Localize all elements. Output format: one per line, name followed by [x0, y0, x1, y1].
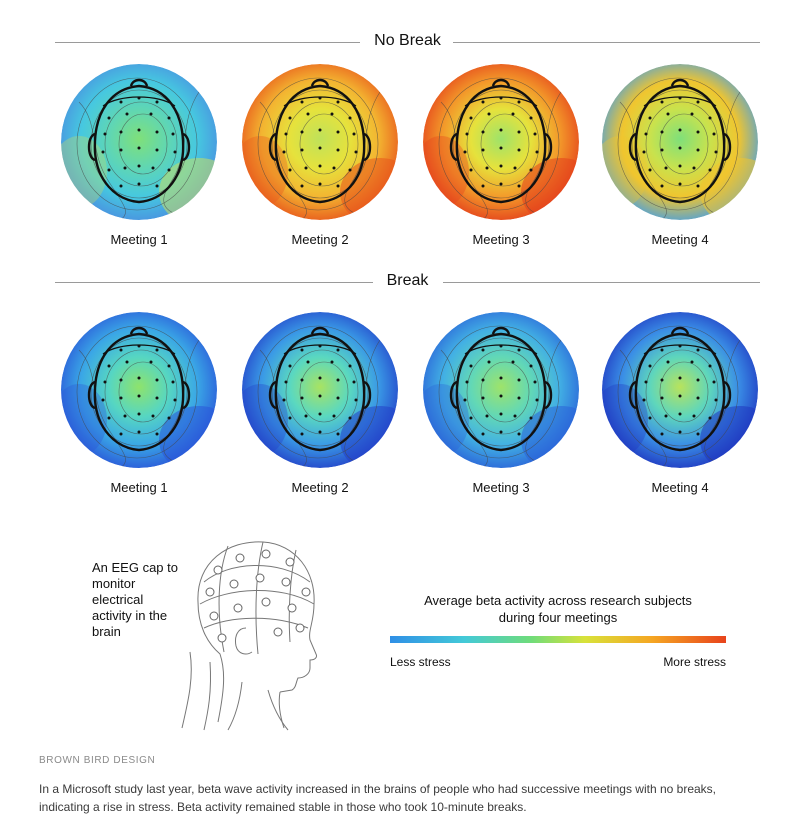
divider-left — [55, 282, 373, 283]
article-caption: In a Microsoft study last year, beta wav… — [39, 782, 717, 814]
section-title-no-break: No Break — [55, 32, 760, 52]
eeg-cap-illustration — [168, 532, 328, 737]
map-caption: Meeting 2 — [291, 480, 349, 495]
brain-heatmap-icon — [242, 312, 398, 468]
eeg-head-icon — [181, 541, 317, 731]
map-caption: Meeting 3 — [472, 232, 530, 247]
brain-heatmap-icon — [61, 64, 217, 220]
map-caption: Meeting 2 — [291, 232, 349, 247]
brain-heatmap-icon — [423, 64, 579, 220]
legend-title-line: during four meetings — [498, 610, 618, 625]
break-maps: Meeting 1 Meeting 2 Meeting 3 Meeting 4 — [0, 310, 811, 520]
eeg-caption: An EEG cap to monitor electrical activit… — [92, 560, 178, 639]
no-break-maps: Meeting 1 Meeting 2 Meeting 3 Meeting 4 — [0, 62, 811, 272]
brain-map: Meeting 1 — [59, 62, 219, 247]
section-label: No Break — [362, 32, 453, 49]
brain-heatmap-icon — [423, 312, 579, 468]
brain-map: Meeting 3 — [421, 310, 581, 495]
section-label: Break — [374, 272, 441, 289]
legend-color-scale — [390, 636, 726, 643]
map-caption: Meeting 4 — [651, 480, 709, 495]
map-caption: Meeting 3 — [472, 480, 530, 495]
brain-heatmap-icon — [602, 64, 758, 220]
divider-right — [453, 42, 760, 43]
divider-right — [443, 282, 760, 283]
legend-high-label: More stress — [663, 655, 726, 669]
map-caption: Meeting 4 — [651, 232, 709, 247]
divider-left — [55, 42, 360, 43]
brain-heatmap-icon — [61, 312, 217, 468]
brain-map: Meeting 3 — [421, 62, 581, 247]
legend-title-line: Average beta activity across research su… — [424, 593, 692, 608]
legend-title: Average beta activity across research su… — [390, 592, 726, 626]
brain-heatmap-icon — [242, 64, 398, 220]
map-caption: Meeting 1 — [110, 480, 168, 495]
section-title-break: Break — [55, 272, 760, 292]
brain-map: Meeting 4 — [600, 62, 760, 247]
brain-map: Meeting 2 — [240, 310, 400, 495]
brain-map: Meeting 1 — [59, 310, 219, 495]
map-caption: Meeting 1 — [110, 232, 168, 247]
brain-heatmap-icon — [602, 312, 758, 468]
brain-map: Meeting 4 — [600, 310, 760, 495]
image-credit: BROWN BIRD DESIGN — [39, 755, 156, 766]
brain-map: Meeting 2 — [240, 62, 400, 247]
legend-low-label: Less stress — [390, 655, 451, 669]
